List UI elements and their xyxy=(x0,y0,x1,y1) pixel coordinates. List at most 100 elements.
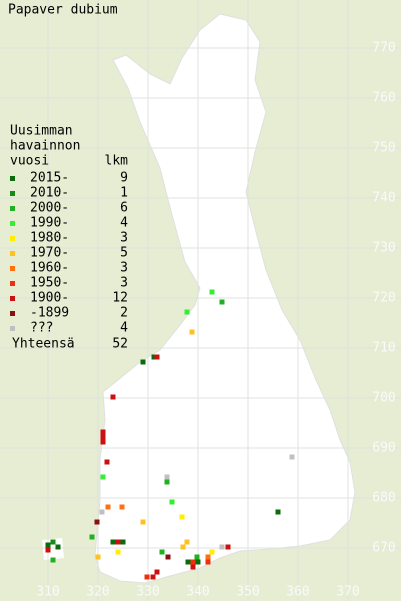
observation xyxy=(225,544,231,550)
observation xyxy=(110,539,116,545)
observation xyxy=(100,439,106,445)
legend-swatch xyxy=(10,206,15,211)
observation xyxy=(105,504,111,510)
observation xyxy=(185,559,191,565)
y-tick-label: 670 xyxy=(372,541,395,556)
observation xyxy=(50,557,56,563)
legend-count: 5 xyxy=(120,246,128,261)
title: Papaver dubium xyxy=(8,3,118,18)
observation xyxy=(140,359,146,365)
legend-label: -1899 xyxy=(30,306,69,321)
legend-count: 2 xyxy=(120,306,128,321)
legend-swatch xyxy=(10,221,15,226)
legend-count: 6 xyxy=(120,201,128,216)
count-title: lkm xyxy=(105,154,129,169)
observation xyxy=(219,544,225,550)
observation xyxy=(219,299,225,305)
observation xyxy=(140,519,146,525)
observation xyxy=(100,434,106,440)
legend-label: 1980- xyxy=(30,231,69,246)
observation xyxy=(180,544,186,550)
legend-title: Uusimman xyxy=(10,124,73,139)
legend-label: 1970- xyxy=(30,246,69,261)
legend-title: vuosi xyxy=(10,154,49,169)
x-tick-label: 320 xyxy=(86,585,109,600)
observation xyxy=(275,509,281,515)
observation xyxy=(195,559,201,565)
y-tick-label: 690 xyxy=(372,441,395,456)
observation xyxy=(165,554,171,560)
x-tick-label: 310 xyxy=(36,585,59,600)
legend-count: 12 xyxy=(112,291,128,306)
observation xyxy=(100,474,106,480)
x-tick-label: 340 xyxy=(186,585,209,600)
observation xyxy=(159,549,165,555)
observation xyxy=(45,547,51,553)
legend-swatch xyxy=(10,266,15,271)
legend-count: 9 xyxy=(120,171,128,186)
observation xyxy=(151,354,157,360)
observation xyxy=(144,574,150,580)
observation xyxy=(115,549,121,555)
observation xyxy=(179,514,185,520)
legend-label: 2000- xyxy=(30,201,69,216)
y-tick-label: 700 xyxy=(372,391,395,406)
legend-swatch xyxy=(10,176,15,181)
legend-count: 3 xyxy=(120,231,128,246)
legend-swatch xyxy=(10,251,15,256)
legend-count: 1 xyxy=(120,186,128,201)
x-tick-label: 360 xyxy=(286,585,309,600)
observation xyxy=(94,519,100,525)
observation xyxy=(154,569,160,575)
y-tick-label: 680 xyxy=(372,491,395,506)
legend-label: 1960- xyxy=(30,261,69,276)
legend-label: 1990- xyxy=(30,216,69,231)
observation xyxy=(184,309,190,315)
observation xyxy=(89,534,95,540)
observation xyxy=(104,459,110,465)
observation xyxy=(184,539,190,545)
x-tick-label: 350 xyxy=(236,585,259,600)
observation xyxy=(99,509,105,515)
observation xyxy=(190,559,196,565)
legend-label: ??? xyxy=(30,321,53,336)
observation xyxy=(110,394,116,400)
observation xyxy=(169,499,175,505)
y-tick-label: 750 xyxy=(372,141,395,156)
x-tick-label: 370 xyxy=(336,585,359,600)
observation xyxy=(289,454,295,460)
observation xyxy=(205,554,211,560)
observation xyxy=(164,474,170,480)
observation xyxy=(95,554,101,560)
legend-swatch xyxy=(10,236,15,241)
y-tick-label: 720 xyxy=(372,291,395,306)
legend-count: 3 xyxy=(120,276,128,291)
observation xyxy=(205,559,211,565)
observation xyxy=(190,564,196,570)
observation xyxy=(120,539,126,545)
legend-swatch xyxy=(10,326,15,331)
legend-title: havainnon xyxy=(10,139,80,154)
legend-swatch xyxy=(10,311,15,316)
legend-swatch xyxy=(10,281,15,286)
y-tick-label: 760 xyxy=(372,91,395,106)
legend-label: 2015- xyxy=(30,171,69,186)
observation xyxy=(194,554,200,560)
legend-label: 2010- xyxy=(30,186,69,201)
observation xyxy=(154,354,160,360)
observation xyxy=(100,429,106,435)
y-tick-label: 730 xyxy=(372,241,395,256)
legend-count: 3 xyxy=(120,261,128,276)
observation xyxy=(209,549,215,555)
total: 52 xyxy=(112,337,128,352)
legend-label: 1950- xyxy=(30,276,69,291)
y-tick-label: 710 xyxy=(372,341,395,356)
legend-count: 4 xyxy=(120,216,128,231)
observation xyxy=(50,539,56,545)
legend-swatch xyxy=(10,191,15,196)
legend-swatch xyxy=(10,296,15,301)
observation xyxy=(55,544,61,550)
y-tick-label: 740 xyxy=(372,191,395,206)
observation xyxy=(150,574,156,580)
y-tick-label: 770 xyxy=(372,41,395,56)
